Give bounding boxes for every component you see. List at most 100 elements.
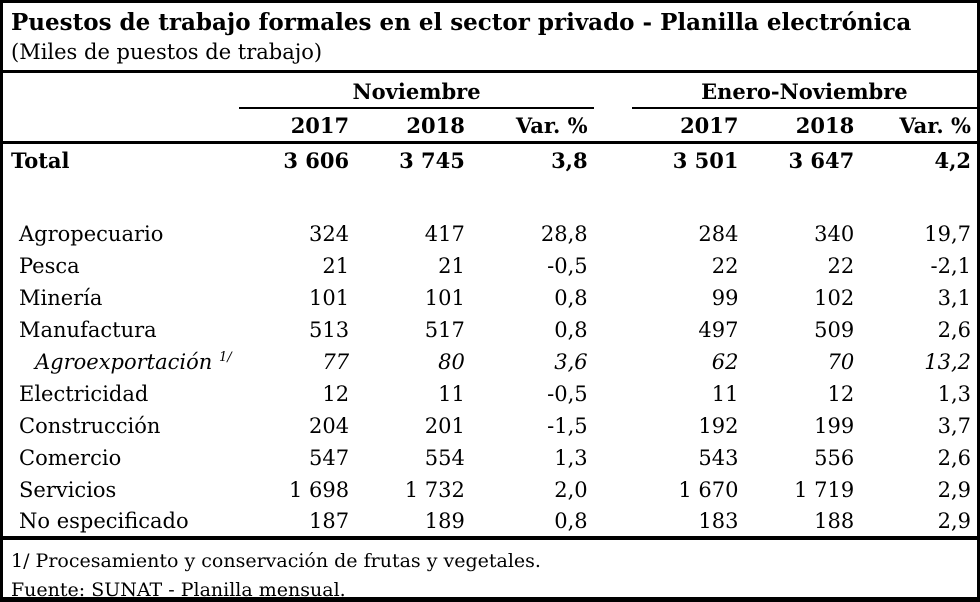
- cell-value: 2,6: [937, 317, 971, 342]
- group-header-empty: [3, 73, 239, 108]
- cell-value: 70: [827, 349, 855, 374]
- spacer-row: [3, 177, 977, 218]
- cell-value: 19,7: [924, 221, 971, 246]
- cell-gap: [593, 505, 632, 540]
- cell-value: 13,2: [924, 349, 971, 374]
- row-label: Agropecuario: [19, 221, 164, 246]
- row-label: Manufactura: [19, 317, 157, 342]
- cell-value: 3,6: [554, 349, 588, 374]
- cell-value: 517: [424, 317, 465, 342]
- cell-value: 2,9: [860, 505, 977, 540]
- cell-value: 554: [424, 445, 465, 470]
- cell-value: 22: [827, 253, 855, 278]
- cell-gap: [594, 410, 632, 442]
- source-line: Fuente: SUNAT - Planilla mensual.: [11, 579, 346, 602]
- cell-value: 1,3: [937, 381, 971, 406]
- cell-value: 513: [309, 317, 350, 342]
- cell-value: 0,8: [554, 317, 588, 342]
- cell-value: 101: [309, 285, 350, 310]
- cell-value: 4,2: [934, 147, 971, 173]
- jobs-table: Noviembre Enero-Noviembre 2017 2018 Var.…: [3, 73, 977, 540]
- cell-value: 3 745: [399, 147, 465, 173]
- column-header-nov-2018: 2018: [355, 108, 471, 145]
- page-subtitle: (Miles de puestos de trabajo): [11, 39, 323, 64]
- table-row-electricidad: Electricidad 12 11 -0,5 11 12 1,3: [3, 378, 977, 410]
- cell-value: 2,0: [554, 477, 588, 502]
- cell-value: 1 732: [404, 477, 465, 502]
- cell-value: 187: [239, 505, 356, 540]
- cell-value: 11: [438, 381, 465, 406]
- header-block: Puestos de trabajo formales en el sector…: [3, 3, 977, 65]
- footnote-definition: 1/ Procesamiento y conservación de fruta…: [11, 549, 541, 572]
- row-label: Construcción: [19, 413, 161, 438]
- table-row-servicios: Servicios 1 698 1 732 2,0 1 670 1 719 2,…: [3, 474, 977, 506]
- cell-gap: [594, 218, 632, 250]
- cell-value: 22: [711, 253, 739, 278]
- cell-value: 21: [322, 253, 350, 278]
- row-label: Comercio: [19, 445, 122, 470]
- column-header-empty: [3, 108, 240, 145]
- cell-value: 1 719: [794, 477, 855, 502]
- cell-value: 12: [322, 381, 350, 406]
- cell-value: 1 670: [678, 477, 739, 502]
- cell-value: -1,5: [547, 413, 588, 438]
- group-header-enero-noviembre: Enero-Noviembre: [631, 73, 977, 110]
- cell-value: 509: [814, 317, 855, 342]
- cell-value: 3 647: [788, 147, 855, 173]
- cell-value: 340: [814, 221, 855, 246]
- cell-value: 204: [309, 413, 350, 438]
- row-label: Total: [11, 147, 70, 173]
- cell-value: 101: [424, 285, 465, 310]
- cell-value: 199: [814, 413, 855, 438]
- cell-value: 189: [355, 505, 471, 540]
- cell-gap: [594, 250, 632, 282]
- cell-value: 0,8: [554, 285, 588, 310]
- cell-value: 3,1: [937, 285, 971, 310]
- table-row-no-especificado: No especificado 187 189 0,8 183 188 2,9: [3, 505, 977, 540]
- cell-value: 11: [711, 381, 739, 406]
- cell-value: 3,7: [937, 413, 971, 438]
- table-row-manufactura: Manufactura 513 517 0,8 497 509 2,6: [3, 314, 977, 346]
- table-row-comercio: Comercio 547 554 1,3 543 556 2,6: [3, 442, 977, 474]
- column-header-ene-2018: 2018: [744, 108, 861, 145]
- column-header-ene-var: Var. %: [860, 108, 977, 145]
- group-header-row: Noviembre Enero-Noviembre: [3, 73, 977, 110]
- table-row-agroexportacion: Agroexportación 1/ 77 80 3,6 62 70 13,2: [3, 346, 977, 378]
- cell-value: 2,6: [937, 445, 971, 470]
- table-row-mineria: Minería 101 101 0,8 99 102 3,1: [3, 282, 977, 314]
- table-row-agropecuario: Agropecuario 324 417 28,8 284 340 19,7: [3, 218, 977, 250]
- footnote-ref: 1/: [218, 349, 232, 365]
- cell-value: 192: [698, 413, 739, 438]
- footnotes-block: 1/ Procesamiento y conservación de fruta…: [3, 540, 977, 602]
- row-label: Electricidad: [19, 381, 149, 406]
- cell-value: 80: [438, 349, 465, 374]
- cell-value: 62: [711, 349, 739, 374]
- column-header-nov-2017: 2017: [239, 108, 356, 145]
- row-label: No especificado: [3, 505, 240, 540]
- cell-gap: [594, 314, 632, 346]
- row-label-text: Agroexportación: [35, 349, 213, 374]
- table-row-construccion: Construcción 204 201 -1,5 192 199 3,7: [3, 410, 977, 442]
- cell-value: 201: [424, 413, 465, 438]
- group-gap: [594, 73, 632, 108]
- cell-value: 28,8: [540, 221, 588, 246]
- cell-value: 188: [744, 505, 861, 540]
- row-label: Pesca: [19, 253, 80, 278]
- cell-value: -2,1: [930, 253, 972, 278]
- title-divider: [3, 70, 977, 74]
- column-header-nov-var: Var. %: [470, 108, 594, 145]
- cell-value: 556: [814, 445, 855, 470]
- group-header-noviembre: Noviembre: [239, 73, 594, 110]
- cell-gap: [594, 282, 632, 314]
- cell-value: 497: [698, 317, 739, 342]
- cell-value: 543: [698, 445, 739, 470]
- table-row-total: Total 3 606 3 745 3,8 3 501 3 647 4,2: [3, 143, 977, 177]
- cell-value: 324: [309, 221, 350, 246]
- cell-gap: [594, 474, 632, 506]
- cell-gap: [594, 442, 632, 474]
- page-title: Puestos de trabajo formales en el sector…: [11, 9, 912, 36]
- cell-gap: [594, 143, 632, 177]
- cell-value: 2,9: [937, 477, 971, 502]
- table-row-pesca: Pesca 21 21 -0,5 22 22 -2,1: [3, 250, 977, 282]
